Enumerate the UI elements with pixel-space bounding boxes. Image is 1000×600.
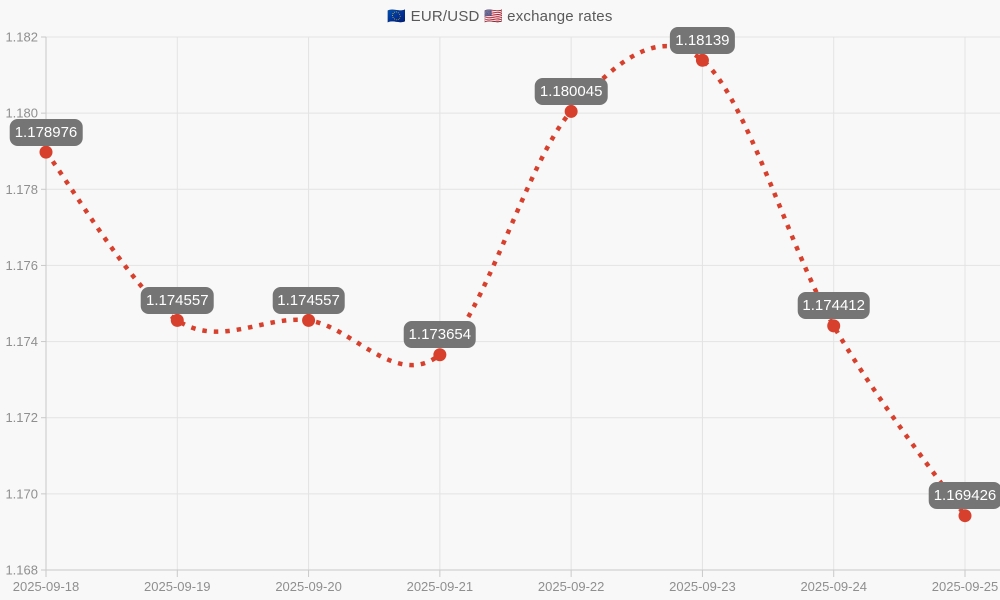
x-tick-label: 2025-09-25 xyxy=(932,579,999,594)
data-point-marker xyxy=(39,145,53,159)
data-point-marker xyxy=(302,313,316,327)
point-value-label: 1.178976 xyxy=(9,118,83,146)
y-tick-label: 1.172 xyxy=(5,410,38,425)
point-value-label: 1.169426 xyxy=(928,482,1000,510)
y-tick-label: 1.170 xyxy=(5,486,38,501)
point-value-label: 1.18139 xyxy=(670,26,735,54)
y-tick-label: 1.174 xyxy=(5,334,38,349)
point-value-label: 1.180045 xyxy=(534,77,608,105)
x-tick-label: 2025-09-21 xyxy=(407,579,474,594)
data-point-marker xyxy=(695,53,709,67)
point-value-label: 1.174557 xyxy=(140,286,214,314)
y-tick-label: 1.178 xyxy=(5,182,38,197)
point-value-label: 1.174557 xyxy=(272,286,345,314)
data-point-marker xyxy=(564,104,578,118)
chart-title: 🇪🇺 EUR/USD 🇺🇸 exchange rates xyxy=(387,8,613,25)
point-value-label: 1.173654 xyxy=(403,321,477,349)
data-point-marker xyxy=(170,313,184,327)
point-value-label: 1.174412 xyxy=(797,292,870,320)
data-point-marker xyxy=(827,319,841,333)
x-tick-label: 2025-09-24 xyxy=(800,579,867,594)
data-point-marker xyxy=(958,509,972,523)
x-tick-label: 2025-09-20 xyxy=(275,579,342,594)
x-tick-label: 2025-09-19 xyxy=(144,579,211,594)
y-tick-label: 1.180 xyxy=(5,106,38,121)
rate-line xyxy=(44,43,967,517)
y-tick-label: 1.168 xyxy=(5,563,38,578)
y-tick-label: 1.182 xyxy=(5,30,38,45)
x-tick-label: 2025-09-22 xyxy=(538,579,605,594)
data-point-marker xyxy=(433,348,447,362)
x-tick-label: 2025-09-18 xyxy=(13,579,80,594)
x-tick-label: 2025-09-23 xyxy=(669,579,736,594)
y-tick-label: 1.176 xyxy=(5,258,38,273)
